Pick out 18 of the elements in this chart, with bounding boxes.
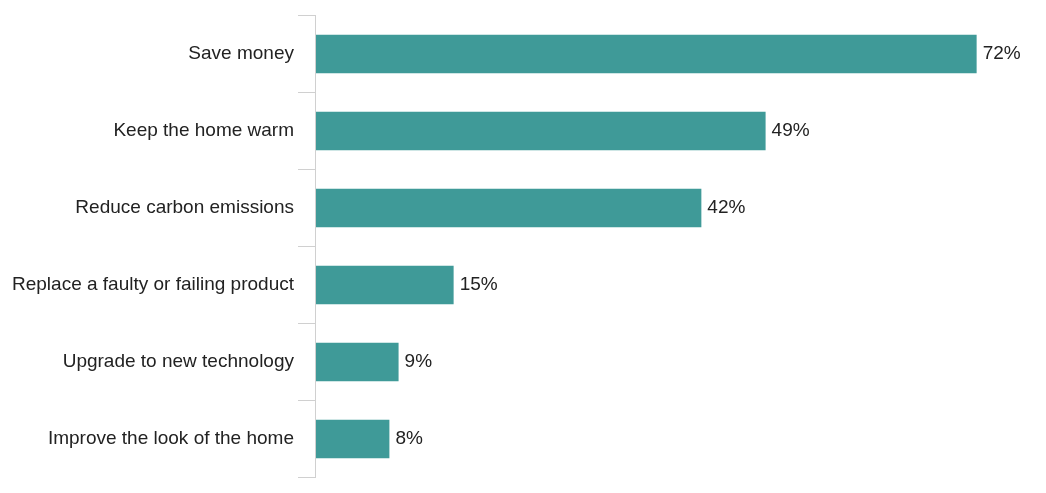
y-tick-label: Replace a faulty or failing product <box>11 273 295 295</box>
data-label: 8% <box>395 427 423 449</box>
bar <box>315 188 702 228</box>
bar <box>315 342 399 382</box>
bar <box>315 265 454 305</box>
data-label: 15% <box>459 273 498 295</box>
bar <box>315 419 390 459</box>
data-label: 49% <box>771 119 810 141</box>
data-label: 9% <box>404 350 433 372</box>
data-label: 72% <box>982 42 1021 64</box>
data-label: 42% <box>707 196 746 218</box>
y-tick-label: Improve the look of the home <box>47 427 294 449</box>
y-tick-label: Save money <box>188 42 295 64</box>
y-tick-label: Reduce carbon emissions <box>75 196 294 218</box>
bar <box>315 34 977 74</box>
bar <box>315 111 766 151</box>
y-tick-label: Keep the home warm <box>113 119 294 141</box>
y-tick-label: Upgrade to new technology <box>62 350 295 372</box>
